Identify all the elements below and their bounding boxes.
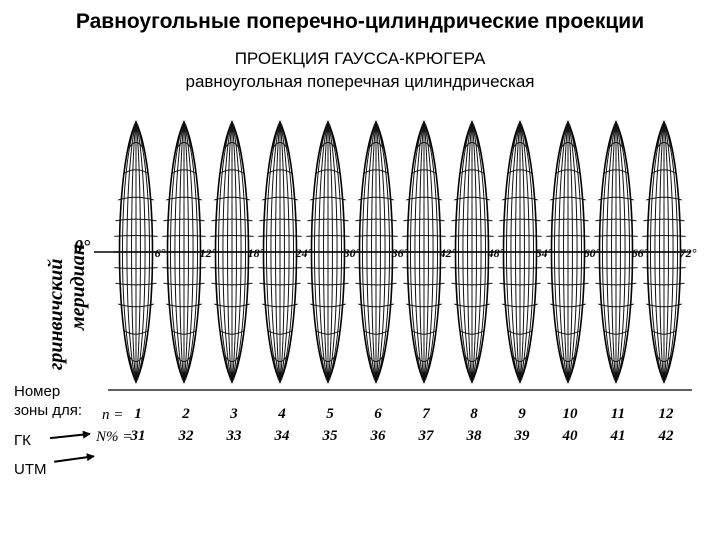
- zone-number: 34: [258, 428, 306, 445]
- diagram-area: гринвичский меридиан 0° 6°12°18°24°30°36…: [14, 112, 714, 442]
- page-title: Равноугольные поперечно-цилиндрические п…: [14, 10, 706, 34]
- meridian-degree-label: 60°: [584, 246, 601, 260]
- zone-number: 10: [546, 406, 594, 423]
- lunes-diagram: 6° 12° 18° 24° 30° 36° 42° 48° 54° 60° 66° 72°: [14, 112, 714, 397]
- zone-number: 12: [642, 406, 690, 423]
- utm-number-row: 313233343536373839404142: [114, 428, 690, 445]
- zone-number: 33: [210, 428, 258, 445]
- meridian-degree-label: 48°: [487, 246, 505, 260]
- zone-number: 2: [162, 406, 210, 423]
- zone-number: 3: [210, 406, 258, 423]
- meridian-degree-label: 42°: [439, 246, 457, 260]
- zone-number: 32: [162, 428, 210, 445]
- subtitle-line-2: равноугольная поперечная цилиндрическая: [14, 71, 706, 94]
- gk-number-row: 123456789101112: [114, 406, 690, 423]
- zone-number: 7: [402, 406, 450, 423]
- meridian-degree-label: 36°: [391, 246, 409, 260]
- zone-number: 1: [114, 406, 162, 423]
- meridian-degree-label: 6°: [155, 246, 166, 260]
- zone-number: 35: [306, 428, 354, 445]
- zone-number: 40: [546, 428, 594, 445]
- zone-label-block: Номер зоны для: ГК UTM: [14, 382, 84, 480]
- zone-number: 5: [306, 406, 354, 423]
- zone-number: 38: [450, 428, 498, 445]
- zone-number: 42: [642, 428, 690, 445]
- zone-number: 9: [498, 406, 546, 423]
- subtitle-block: ПРОЕКЦИЯ ГАУССА-КРЮГЕРА равноугольная по…: [14, 48, 706, 94]
- zone-lune: [114, 122, 158, 382]
- zone-number: 8: [450, 406, 498, 423]
- zone-label: Номер зоны для:: [14, 382, 84, 421]
- subtitle-line-1: ПРОЕКЦИЯ ГАУССА-КРЮГЕРА: [14, 48, 706, 71]
- meridian-degree-label: 30°: [343, 246, 361, 260]
- zone-number: 11: [594, 406, 642, 423]
- meridian-degree-label: 24°: [295, 246, 313, 260]
- zone-number: 6: [354, 406, 402, 423]
- meridian-degree-label: 18°: [248, 246, 265, 260]
- zone-number: 31: [114, 428, 162, 445]
- zone-number: 36: [354, 428, 402, 445]
- meridian-degree-label: 12°: [200, 246, 217, 260]
- utm-label: UTM: [14, 460, 84, 480]
- meridian-degree-label: 54°: [536, 246, 553, 260]
- zone-number: 39: [498, 428, 546, 445]
- zone-number: 4: [258, 406, 306, 423]
- zone-number: 37: [402, 428, 450, 445]
- meridian-degree-label: 66°: [632, 246, 649, 260]
- meridian-degree-label: 72°: [680, 246, 697, 260]
- zone-number: 41: [594, 428, 642, 445]
